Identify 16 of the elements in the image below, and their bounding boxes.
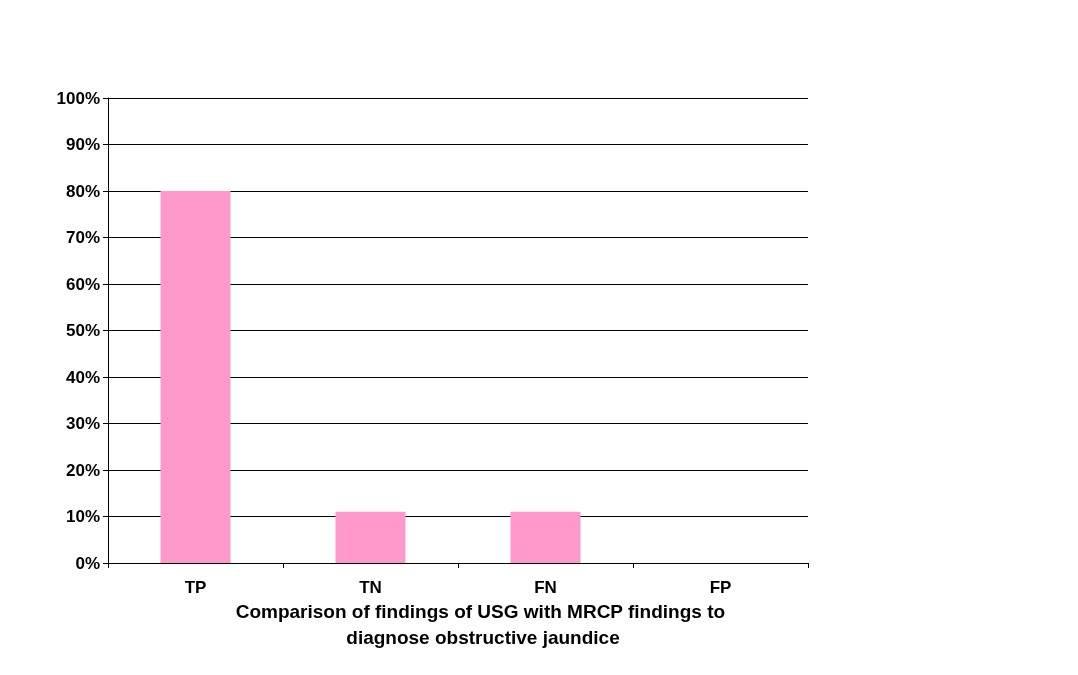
x-tick-label: FN <box>534 578 557 597</box>
y-tick-label: 10% <box>65 507 100 526</box>
y-tick-label: 100% <box>56 88 100 108</box>
x-tick-label: TN <box>359 578 382 597</box>
y-tick-label: 80% <box>65 181 100 201</box>
y-tick-label: 50% <box>65 321 100 340</box>
x-axis-title: Comparison of findings of USG with MRCP findings to diagnose obstructive jaundice <box>235 600 731 648</box>
y-tick-label: 90% <box>65 135 100 154</box>
y-tick-label: 30% <box>65 414 100 433</box>
y-tick-label: 70% <box>65 228 100 247</box>
x-tick-label: TP <box>184 578 207 597</box>
y-tick-label: 0% <box>75 553 100 573</box>
y-tick-label: 60% <box>65 274 100 294</box>
x-tick-label: FP <box>709 578 732 597</box>
y-tick-label: 40% <box>65 367 100 387</box>
y-tick-label: 20% <box>65 460 100 480</box>
